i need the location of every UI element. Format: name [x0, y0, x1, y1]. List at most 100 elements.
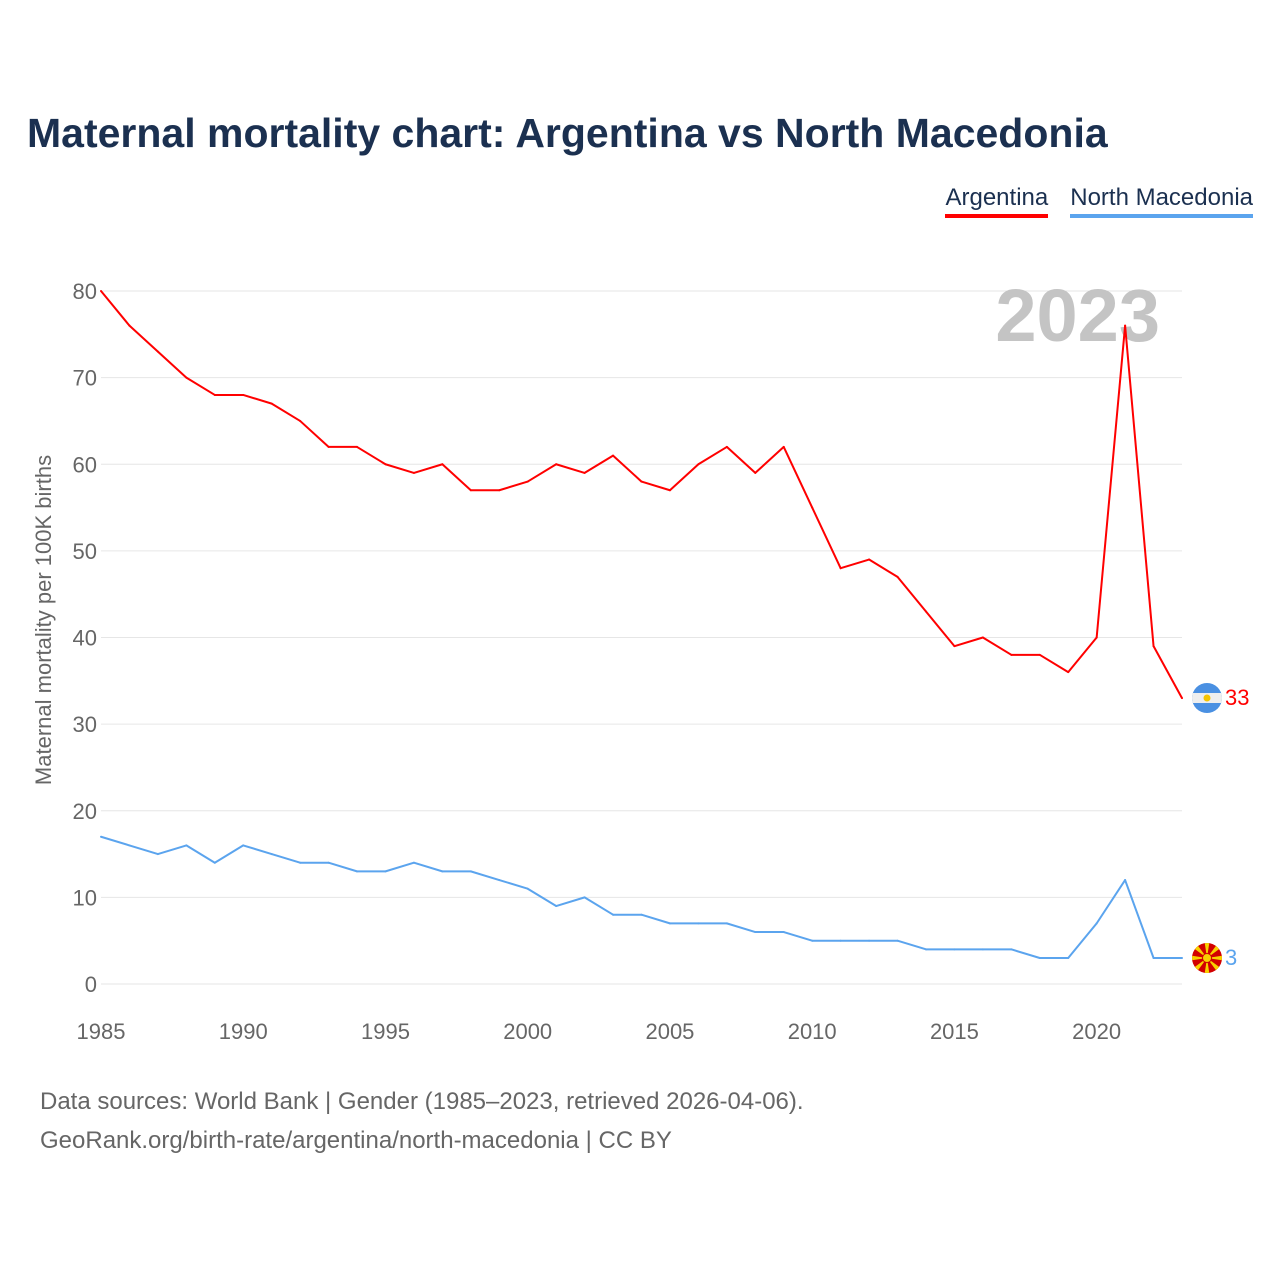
data-point	[1038, 957, 1041, 960]
x-tick-label: 1985	[77, 1019, 126, 1044]
data-point	[156, 853, 159, 856]
data-point	[1152, 957, 1155, 960]
legend: Argentina North Macedonia	[945, 184, 1253, 218]
data-point	[469, 489, 472, 492]
data-point	[668, 922, 671, 925]
data-point	[1095, 636, 1098, 639]
data-point	[1152, 645, 1155, 648]
data-point	[953, 645, 956, 648]
data-point	[469, 870, 472, 873]
data-point	[839, 567, 842, 570]
x-tick-label: 1990	[219, 1019, 268, 1044]
data-point	[555, 905, 558, 908]
data-point	[725, 922, 728, 925]
data-point	[896, 575, 899, 578]
legend-item-north-macedonia[interactable]: North Macedonia	[1070, 184, 1253, 218]
data-point	[953, 948, 956, 951]
data-point	[555, 463, 558, 466]
data-point	[697, 922, 700, 925]
data-point	[839, 939, 842, 942]
data-point	[128, 844, 131, 847]
data-point	[782, 931, 785, 934]
data-point	[498, 879, 501, 882]
data-point	[412, 471, 415, 474]
data-point	[924, 610, 927, 613]
argentina-flag-icon	[1192, 683, 1222, 713]
y-tick-label: 0	[85, 972, 97, 997]
data-point	[782, 445, 785, 448]
data-point	[981, 948, 984, 951]
x-tick-label: 2020	[1072, 1019, 1121, 1044]
data-point	[185, 844, 188, 847]
chart-title: Maternal mortality chart: Argentina vs N…	[27, 110, 1108, 156]
y-tick-label: 70	[73, 366, 97, 391]
data-point	[242, 393, 245, 396]
data-point	[299, 861, 302, 864]
data-point	[327, 445, 330, 448]
data-point	[640, 913, 643, 916]
y-tick-label: 20	[73, 799, 97, 824]
footer-source: Data sources: World Bank | Gender (1985–…	[40, 1088, 804, 1115]
data-point	[270, 853, 273, 856]
data-point	[356, 445, 359, 448]
x-tick-label: 2015	[930, 1019, 979, 1044]
data-point	[1010, 653, 1013, 656]
y-tick-label: 30	[73, 712, 97, 737]
data-point	[156, 350, 159, 353]
data-point	[754, 471, 757, 474]
data-point	[213, 393, 216, 396]
data-point	[868, 558, 871, 561]
x-tick-label: 2000	[503, 1019, 552, 1044]
data-point	[441, 463, 444, 466]
x-tick-label: 2005	[645, 1019, 694, 1044]
data-point	[441, 870, 444, 873]
data-point	[498, 489, 501, 492]
data-point	[356, 870, 359, 873]
data-point	[725, 445, 728, 448]
north-macedonia-flag-icon	[1192, 943, 1222, 973]
data-point	[981, 636, 984, 639]
data-point	[270, 402, 273, 405]
data-point	[924, 948, 927, 951]
data-point	[896, 939, 899, 942]
data-point	[754, 931, 757, 934]
data-point	[1067, 957, 1070, 960]
data-point	[640, 480, 643, 483]
data-point	[612, 454, 615, 457]
y-tick-label: 50	[73, 539, 97, 564]
data-point	[384, 870, 387, 873]
data-point	[583, 471, 586, 474]
legend-item-argentina[interactable]: Argentina	[945, 184, 1049, 218]
data-point	[1095, 922, 1098, 925]
data-point	[1181, 957, 1183, 960]
x-tick-label: 1995	[361, 1019, 410, 1044]
data-point	[1038, 653, 1041, 656]
y-axis-label: Maternal mortality per 100K births	[31, 455, 56, 785]
data-point	[327, 861, 330, 864]
data-point	[1124, 879, 1127, 882]
year-watermark: 2023	[995, 274, 1160, 357]
data-point	[526, 480, 529, 483]
data-point	[697, 463, 700, 466]
data-point	[526, 887, 529, 890]
y-tick-label: 40	[73, 626, 97, 651]
data-point	[100, 290, 102, 292]
data-point	[213, 861, 216, 864]
data-point	[811, 506, 814, 509]
data-point	[1010, 948, 1013, 951]
data-point	[811, 939, 814, 942]
data-point	[583, 896, 586, 899]
data-point	[1181, 697, 1183, 700]
footer-link[interactable]: GeoRank.org/birth-rate/argentina/north-m…	[40, 1127, 672, 1154]
data-point	[668, 489, 671, 492]
data-point	[868, 939, 871, 942]
y-tick-label: 10	[73, 885, 97, 910]
north-macedonia-end-label: 3	[1225, 945, 1237, 970]
data-point	[128, 324, 131, 327]
y-tick-label: 60	[73, 452, 97, 477]
data-point	[100, 835, 102, 838]
data-point	[612, 913, 615, 916]
argentina-end-label: 33	[1225, 685, 1249, 710]
data-point	[242, 844, 245, 847]
